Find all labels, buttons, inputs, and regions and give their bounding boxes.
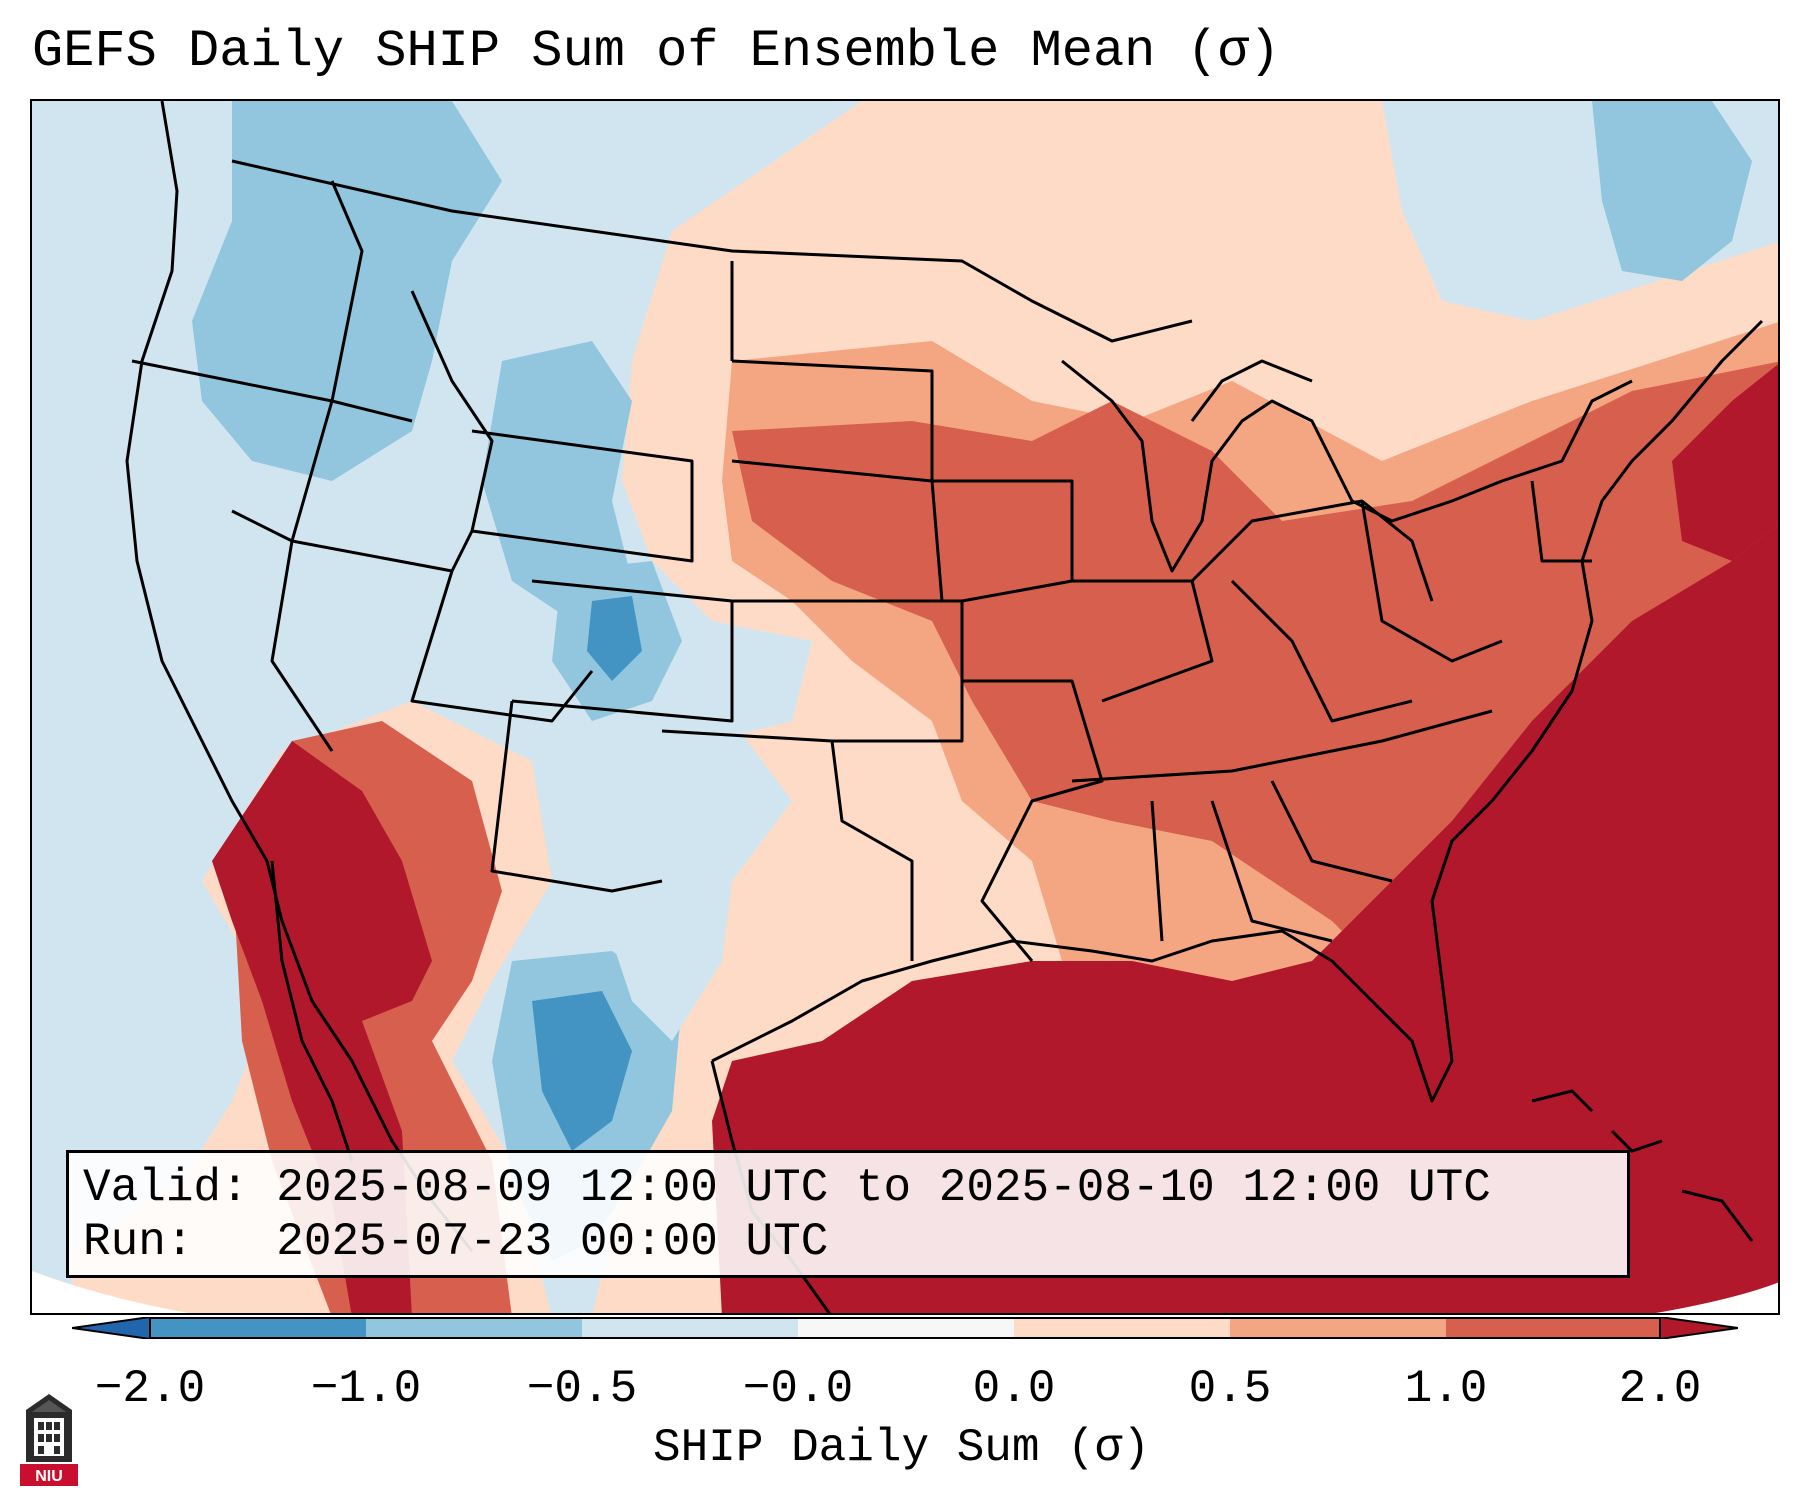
blue-northeast-canada xyxy=(1592,101,1752,281)
valid-run-info-box: Valid: 2025-08-09 12:00 UTC to 2025-08-1… xyxy=(66,1150,1630,1278)
colorbar-bin-1 xyxy=(150,1317,366,1339)
colorbar xyxy=(72,1317,1738,1339)
light-blue-southern-plains xyxy=(542,721,792,1041)
deep-red-northeast xyxy=(1672,364,1778,561)
colorbar-bin-6 xyxy=(1230,1317,1446,1339)
projection-edge-left xyxy=(32,1271,189,1313)
map-panel xyxy=(30,99,1780,1315)
colorbar-extend-left xyxy=(72,1317,151,1339)
colorbar-bin-3 xyxy=(582,1317,798,1339)
tick-label: −0.0 xyxy=(742,1363,854,1415)
run-time-text: Run: 2025-07-23 00:00 UTC xyxy=(83,1216,829,1268)
logo-text: NIU xyxy=(35,1468,63,1485)
colorbar-tick-labels: −2.0 −1.0 −0.5 −0.0 0.0 0.5 1.0 2.0 xyxy=(0,1362,1803,1422)
colorbar-bin-2 xyxy=(366,1317,582,1339)
tick-label: 2.0 xyxy=(1618,1363,1702,1415)
blue-northwest xyxy=(192,101,502,481)
ship-anomaly-field xyxy=(32,101,1778,1313)
colorbar-extend-right xyxy=(1659,1317,1738,1339)
colorbar-bin-7 xyxy=(1446,1317,1660,1339)
mid-blue-colorado xyxy=(587,596,642,681)
tick-label: 1.0 xyxy=(1404,1363,1488,1415)
tick-label: 0.5 xyxy=(1188,1363,1272,1415)
tick-label: −0.5 xyxy=(526,1363,638,1415)
projection-edge-right xyxy=(1655,1282,1778,1313)
colorbar-bin-5 xyxy=(1014,1317,1230,1339)
tick-label: −2.0 xyxy=(94,1363,206,1415)
tick-label: 0.0 xyxy=(972,1363,1056,1415)
colorbar-frame xyxy=(149,1317,1661,1339)
map-title: GEFS Daily SHIP Sum of Ensemble Mean (σ) xyxy=(32,22,1281,81)
deep-red-gulf-atlantic xyxy=(712,524,1778,1313)
blue-rockies xyxy=(482,341,632,621)
colorbar-bin-4 xyxy=(798,1317,1014,1339)
university-tower-logo-icon: NIU xyxy=(20,1394,78,1486)
political-boundaries xyxy=(125,101,1764,1313)
tick-label: −1.0 xyxy=(310,1363,422,1415)
valid-time-text: Valid: 2025-08-09 12:00 UTC to 2025-08-1… xyxy=(83,1162,1491,1214)
mid-blue-mexico xyxy=(532,991,632,1151)
colorbar-label: SHIP Daily Sum (σ) xyxy=(653,1422,1150,1474)
caribbean-islands xyxy=(1531,1089,1754,1242)
